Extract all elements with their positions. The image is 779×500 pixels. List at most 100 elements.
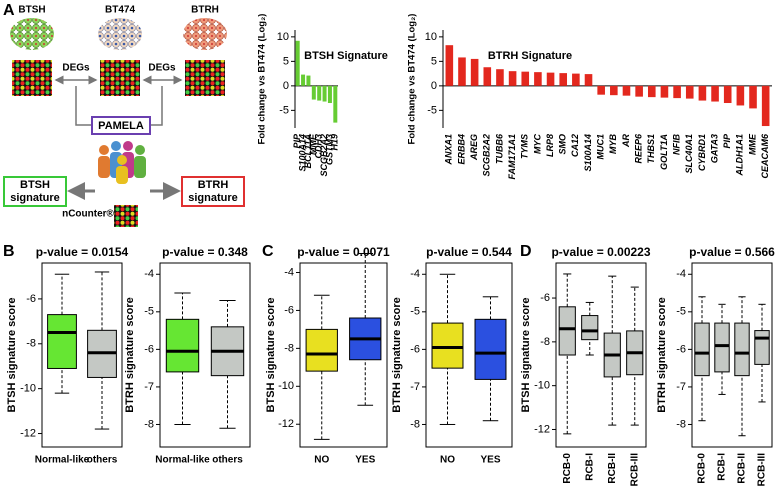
y-tick-label: -8 (676, 418, 686, 430)
x-tick-label: CEACAM6 (760, 133, 770, 178)
y-tick-label: -7 (144, 381, 154, 393)
y-tick-label: -10 (278, 380, 294, 392)
plot-frame (159, 262, 251, 448)
plot-frame (41, 262, 123, 448)
y-axis-label: BTSH signature score (6, 298, 18, 413)
x-tick-label: PIP (292, 133, 302, 149)
x-tick-label: RCB-II (737, 453, 748, 484)
y-tick-label: -12 (534, 423, 550, 435)
bar (698, 85, 707, 101)
bar (445, 45, 454, 86)
heatmap-icon (100, 60, 140, 96)
y-tick-label: -4 (284, 266, 294, 278)
signature-box: BTRH signature (181, 176, 245, 207)
y-tick-label: -6 (676, 343, 686, 355)
workflow-diagram: BTSH BT474 BTRH DEGs DEGs PAMELA nCounte… (10, 5, 227, 227)
y-axis-label: BTSH signature score (520, 298, 532, 413)
x-tick-label: Normal-like (155, 455, 210, 466)
x-tick-label: RCB-III (757, 453, 768, 487)
x-tick-label: CA12 (570, 134, 580, 157)
plot-frame (555, 262, 647, 448)
panel-label: B (3, 243, 15, 260)
x-tick-label: MUC1 (596, 134, 606, 160)
method-box (91, 116, 151, 135)
bar (572, 73, 580, 86)
x-tick-label: ERBB4 (456, 134, 466, 165)
x-tick-label: CYBRD1 (697, 134, 707, 171)
x-tick-label: BCL11A (303, 134, 313, 168)
x-tick-label: others (212, 455, 243, 466)
chart-title: BTSH Signature (304, 50, 388, 62)
x-tick-label: NFIB (671, 134, 681, 155)
platform-label: nCounter® (62, 209, 114, 220)
y-tick-label: -4 (676, 268, 686, 280)
x-tick-label: FAM171A1 (507, 134, 517, 180)
patients-icon (98, 141, 146, 184)
cell-cluster (10, 18, 54, 50)
bar (317, 85, 322, 101)
y-tick-label: 10 (277, 31, 289, 43)
y-tick-label: -8 (540, 336, 550, 348)
bar (749, 85, 757, 109)
y-tick-label: -5 (410, 306, 420, 318)
x-tick-label: THBS1 (646, 134, 656, 164)
bar (711, 85, 719, 102)
x-tick-label: YES (355, 455, 375, 466)
box (734, 322, 750, 377)
bar (327, 85, 332, 104)
box (431, 322, 464, 369)
cell-line-label: BTSH (18, 5, 45, 16)
bar (322, 85, 327, 102)
cell-cluster (98, 18, 142, 50)
heatmap-icon (114, 205, 138, 227)
x-tick-label: REEP6 (634, 133, 644, 164)
chart-title: p-value = 0.544 (426, 245, 512, 259)
y-tick-label: 5 (431, 55, 437, 67)
x-tick-label: ALDH1A1 (735, 134, 745, 177)
bar (622, 85, 631, 96)
x-tick-label: NO (440, 455, 455, 466)
y-tick-label: -4 (410, 268, 420, 280)
y-axis-label: Fold change vs BT474 (Log₂) (257, 14, 268, 145)
y-tick-label: -6 (284, 304, 294, 316)
y-tick-label: -8 (410, 418, 420, 430)
box (165, 318, 200, 373)
bar (660, 85, 669, 98)
box (694, 322, 710, 377)
x-tick-label: RCB-I (717, 453, 728, 481)
chart-title: p-value = 0.00223 (551, 245, 650, 259)
degs-label: DEGs (62, 63, 90, 74)
y-tick-label: -6 (26, 293, 36, 305)
bar (301, 74, 306, 86)
bar (597, 85, 605, 95)
bar (306, 75, 311, 86)
y-axis-label: Fold change vs BT474 (Log₂) (407, 14, 418, 145)
box (474, 318, 507, 380)
signature-box: BTSH signature (3, 176, 67, 207)
x-tick-label: SCGB2A2 (319, 134, 329, 177)
bar (723, 85, 732, 104)
x-tick-label: AREG (469, 134, 479, 161)
y-tick-label: -6 (410, 343, 420, 355)
y-tick-label: -5 (427, 104, 437, 116)
y-tick-label: -6 (540, 292, 550, 304)
x-tick-label: ANXA1 (444, 134, 454, 166)
x-tick-label: SMO (558, 134, 568, 155)
bar (521, 71, 530, 86)
bar (333, 85, 338, 123)
y-tick-label: -5 (676, 306, 686, 318)
bar (470, 58, 479, 86)
y-tick-label: -5 (279, 104, 289, 116)
y-tick-label: -5 (144, 306, 154, 318)
y-tick-label: -10 (534, 380, 550, 392)
bar (635, 85, 643, 97)
plot-frame (299, 262, 388, 448)
y-tick-label: 0 (431, 80, 437, 92)
x-tick-label: GSTM3 (324, 134, 334, 165)
bar (295, 40, 300, 86)
bar (685, 85, 694, 99)
y-tick-label: -7 (410, 381, 420, 393)
bar (496, 69, 504, 86)
chart-title: p-value = 0.0071 (297, 245, 390, 259)
